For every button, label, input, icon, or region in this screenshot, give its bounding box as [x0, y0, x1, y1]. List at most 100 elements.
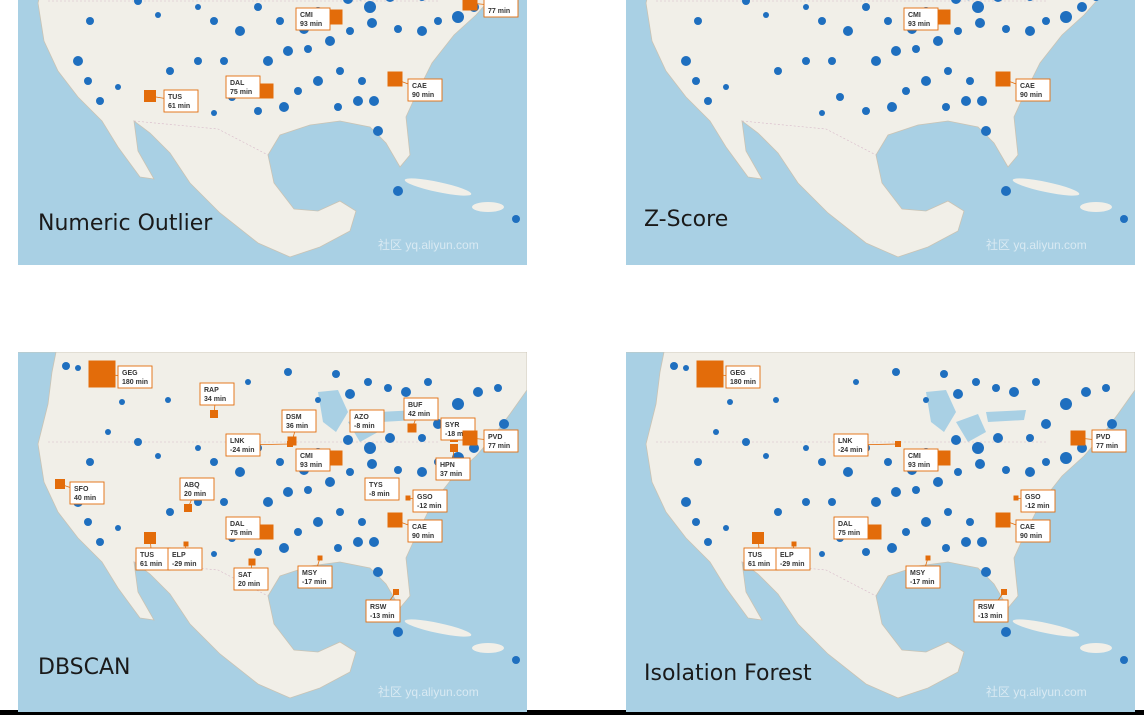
map-content: GEG 180 min RAP 34 min DSM 36 min LNK -24 min CM… [18, 352, 527, 699]
delay-label: 75 min [230, 530, 252, 537]
airport-code: RAP [204, 387, 219, 394]
map-content: CMI 93 min 77 min TUS 61 min DAL 75 min CAE 90 m… [37, 0, 520, 258]
airport-code: TUS [140, 552, 154, 559]
airport-dot [891, 46, 901, 56]
airport-dot [401, 387, 411, 397]
airport-dot [862, 3, 870, 11]
airport-dot [494, 384, 502, 392]
panel-title: DBSCAN [38, 655, 130, 680]
airport-code: AZO [354, 414, 369, 421]
delay-label: -24 min [230, 447, 255, 454]
outlier-square [935, 450, 951, 466]
delay-label: -13 min [978, 613, 1003, 620]
airport-dot [358, 518, 366, 526]
airport-dot [972, 378, 980, 386]
delay-label: 36 min [286, 423, 308, 430]
delay-label: 75 min [838, 530, 860, 537]
island [1080, 202, 1112, 212]
airport-dot [892, 368, 900, 376]
airport-dot [694, 17, 702, 25]
delay-label: -12 min [1025, 503, 1050, 510]
airport-dot [774, 508, 782, 516]
outlier-square [387, 512, 403, 528]
airport-dot [683, 365, 689, 371]
airport-dot [276, 458, 284, 466]
airport-dot [933, 36, 943, 46]
airport-dot [803, 4, 809, 10]
land [37, 0, 490, 258]
airport-dot [742, 438, 750, 446]
label-box [233, 567, 269, 591]
airport-dot [353, 537, 363, 547]
airport-dot [346, 468, 354, 476]
outlier-square [995, 71, 1011, 87]
airport-dot [195, 445, 201, 451]
airport-code: SYR [445, 422, 459, 429]
airport-dot [84, 518, 92, 526]
airport-dot [334, 544, 342, 552]
airport-dot [819, 110, 825, 116]
outlier-square [317, 555, 323, 561]
airport-code: TUS [748, 552, 762, 559]
lake [318, 390, 348, 432]
airport-dot [369, 537, 379, 547]
airport-dot [73, 56, 83, 66]
airport-dot [304, 486, 312, 494]
airport-dot [473, 387, 483, 397]
airport-dot [220, 57, 228, 65]
airport-code: DAL [838, 521, 853, 528]
airport-dot [417, 467, 427, 477]
border [741, 120, 877, 156]
airport-dot [394, 466, 402, 474]
delay-label: 40 min [74, 495, 96, 502]
airport-dot [1077, 2, 1087, 12]
airport-dot [1060, 452, 1072, 464]
map-panel: CMI 93 min 77 min TUS 61 min DAL 75 min CAE 90 m… [18, 0, 527, 265]
airport-dot [385, 433, 395, 443]
airport-code: DAL [230, 80, 245, 87]
airport-dot [369, 96, 379, 106]
outlier-square [935, 9, 951, 25]
label-box [199, 382, 235, 406]
airport-code: BUF [408, 402, 423, 409]
map-content: GEG 180 min LNK -24 min CMI 93 min PVD 77 min GS… [626, 352, 1135, 699]
delay-label: -8 min [354, 423, 375, 430]
outlier-square [387, 71, 403, 87]
airport-dot [921, 517, 931, 527]
airport-code: ELP [172, 552, 186, 559]
airport-code: MSY [302, 570, 318, 577]
map-clip: CMI 93 min CAE 90 min 社区 yq.aliyun.com [626, 0, 1135, 265]
airport-dot [75, 365, 81, 371]
airport-dot [853, 379, 859, 385]
label-box [1020, 489, 1056, 513]
airport-dot [670, 362, 678, 370]
airport-dot [1060, 398, 1072, 410]
airport-dot [923, 397, 929, 403]
airport-code: PVD [488, 434, 502, 441]
outlier-square [287, 441, 293, 447]
map-content: CMI 93 min CAE 90 min [645, 0, 1128, 258]
airport-dot [933, 477, 943, 487]
airport-dot [336, 67, 344, 75]
airport-dot [364, 1, 376, 13]
airport-dot [803, 445, 809, 451]
airport-code: CAE [412, 83, 427, 90]
lake [956, 414, 986, 442]
airport-dot [1009, 387, 1019, 397]
delay-label: 77 min [1096, 443, 1118, 450]
delay-label: 93 min [300, 462, 322, 469]
airport-dot [364, 442, 376, 454]
outlier-square [462, 430, 478, 446]
airport-dot [195, 4, 201, 10]
outlier-square [327, 450, 343, 466]
airport-dot [681, 497, 691, 507]
panel-title: Numeric Outlier [38, 211, 213, 236]
label-box [775, 547, 811, 571]
outlier-square [752, 532, 764, 544]
label-box [364, 477, 400, 501]
outlier-square [184, 504, 192, 512]
label-box [725, 365, 761, 389]
airport-dot [802, 498, 810, 506]
label-box [179, 477, 215, 501]
label-box [1091, 429, 1127, 453]
